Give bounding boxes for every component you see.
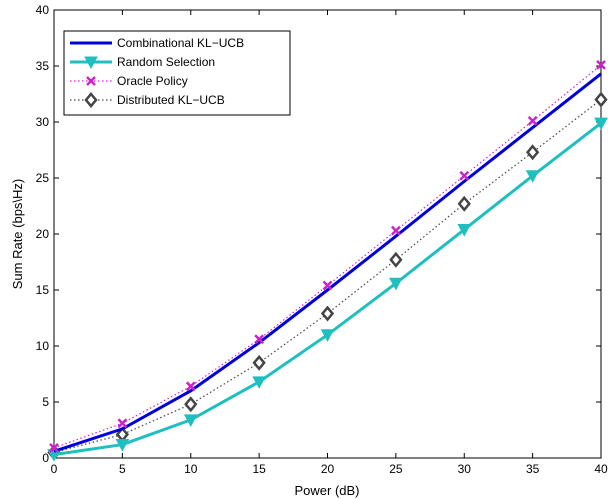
y-tick-label: 10 bbox=[36, 339, 50, 353]
data-point-x bbox=[390, 225, 401, 236]
x-tick-label: 35 bbox=[526, 462, 540, 476]
data-point-x bbox=[185, 381, 196, 392]
data-point-x bbox=[596, 59, 606, 70]
data-point-x bbox=[49, 443, 59, 453]
data-point-triangle bbox=[183, 414, 198, 427]
data-point-triangle bbox=[115, 439, 130, 452]
data-point-x bbox=[459, 170, 470, 181]
data-point-diamond bbox=[320, 305, 335, 322]
legend-entry: Random Selection bbox=[70, 55, 215, 70]
y-tick-label: 0 bbox=[42, 451, 49, 465]
x-axis-title: Power (dB) bbox=[294, 483, 359, 498]
data-point-triangle bbox=[457, 224, 472, 237]
data-point-x bbox=[86, 76, 96, 86]
y-tick-label: 40 bbox=[36, 3, 50, 17]
data-point-x bbox=[322, 280, 333, 291]
data-point-diamond bbox=[594, 91, 608, 108]
data-point-x bbox=[117, 418, 128, 429]
data-point-triangle bbox=[525, 170, 540, 183]
series-3 bbox=[47, 91, 608, 461]
y-tick-label: 30 bbox=[36, 115, 50, 129]
legend-box bbox=[63, 30, 291, 116]
series-layer bbox=[47, 59, 608, 462]
y-tick-label: 20 bbox=[36, 227, 50, 241]
data-point-triangle bbox=[252, 376, 266, 389]
data-point-diamond bbox=[457, 195, 471, 212]
series-1 bbox=[47, 117, 608, 462]
x-tick-label: 10 bbox=[184, 462, 198, 476]
y-tick-label: 15 bbox=[36, 283, 50, 297]
legend-label: Random Selection bbox=[117, 55, 215, 69]
x-tick-label: 0 bbox=[51, 462, 58, 476]
y-tick-label: 35 bbox=[36, 59, 50, 73]
x-tick-label: 20 bbox=[321, 462, 335, 476]
legend-label: Combinational KL−UCB bbox=[117, 36, 244, 50]
x-tick-label: 15 bbox=[252, 462, 266, 476]
data-point-x bbox=[254, 334, 265, 345]
data-point-triangle bbox=[84, 56, 98, 70]
legend-entry: Distributed KL−UCB bbox=[70, 92, 225, 108]
data-point-diamond bbox=[389, 251, 403, 268]
legend: Combinational KL−UCB Random Selection Orac… bbox=[63, 30, 291, 116]
legend-label: Oracle Policy bbox=[117, 74, 188, 88]
data-point-triangle bbox=[320, 329, 335, 342]
x-tick-label: 40 bbox=[594, 462, 608, 476]
legend-entry: Combinational KL−UCB bbox=[70, 36, 244, 50]
x-tick-label: 5 bbox=[119, 462, 126, 476]
y-tick-label: 25 bbox=[36, 171, 50, 185]
data-point-triangle bbox=[389, 277, 403, 291]
series-2 bbox=[49, 59, 606, 453]
x-axis: 0 5 10 15 20 25 30 35 40 bbox=[51, 10, 608, 476]
data-point-x bbox=[527, 115, 538, 126]
legend-label: Distributed KL−UCB bbox=[117, 93, 225, 107]
x-tick-label: 25 bbox=[389, 462, 403, 476]
series-line bbox=[53, 72, 602, 453]
data-point-diamond bbox=[525, 144, 540, 161]
data-point-diamond bbox=[84, 92, 98, 108]
y-axis: 0 5 10 15 20 25 30 35 40 bbox=[36, 3, 601, 465]
y-tick-label: 5 bbox=[42, 395, 49, 409]
series-0 bbox=[53, 72, 602, 453]
x-tick-label: 30 bbox=[458, 462, 472, 476]
data-point-triangle bbox=[594, 117, 608, 131]
legend-entry: Oracle Policy bbox=[70, 74, 188, 88]
y-axis-title: Sum Rate (bps\Hz) bbox=[10, 179, 25, 290]
data-point-diamond bbox=[252, 354, 266, 371]
data-point-diamond bbox=[184, 396, 198, 413]
